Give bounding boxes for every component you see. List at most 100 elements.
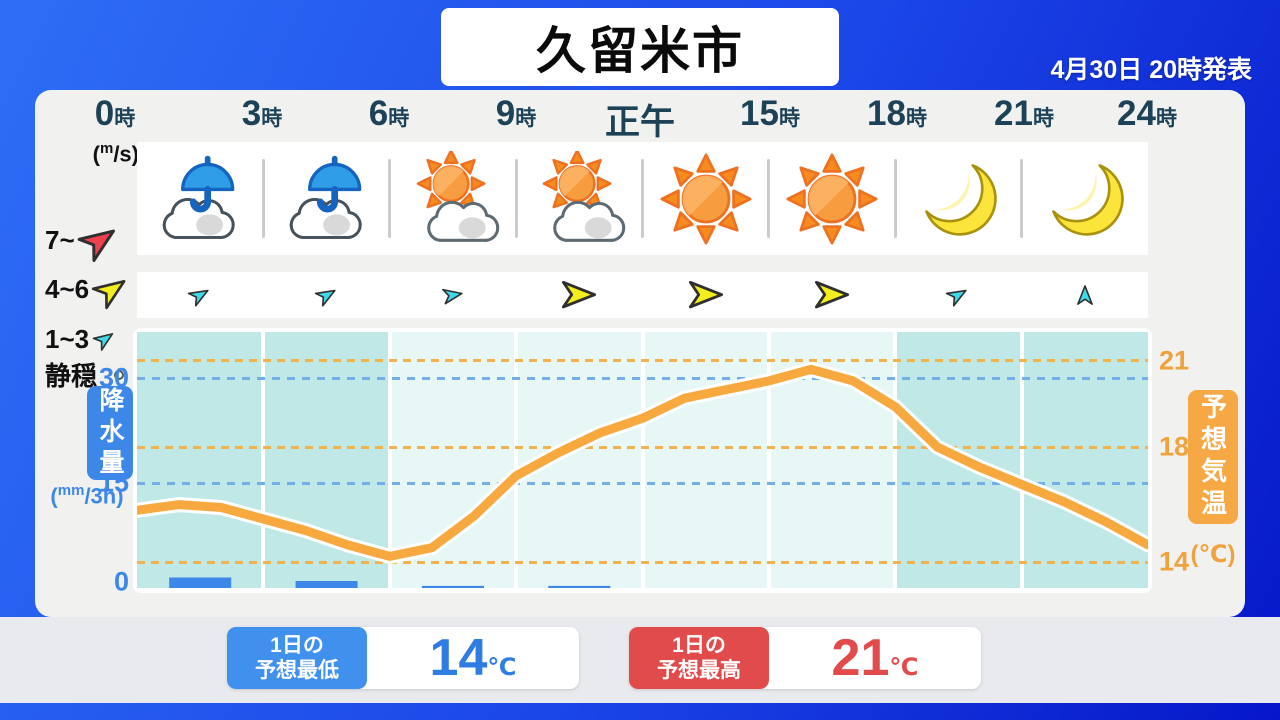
chart-canvas (137, 361, 1148, 588)
time-label-3: 3時 (241, 94, 283, 133)
time-gridline (1019, 332, 1024, 588)
sun-cloud-icon (543, 150, 626, 242)
weather-slot-12-15 (643, 142, 769, 255)
weather-slot-9-12 (516, 142, 642, 255)
wind-arrow-row (137, 272, 1148, 318)
umbrella-icon (307, 155, 361, 212)
wind-slot-3-6 (263, 272, 389, 318)
city-title-box: 久留米市 (441, 8, 839, 86)
wind-slot-0-3 (137, 272, 263, 318)
sunny-icon (786, 152, 878, 245)
wind-arrow-icon (441, 288, 463, 305)
time-axis: 0時 3時 6時 9時 正午 15時 18時 21時 24時 (35, 94, 1245, 142)
time-label-15: 15時 (740, 94, 800, 133)
temperature-line (137, 364, 1148, 561)
temp-axis-badge: 予想気温 (1188, 390, 1238, 524)
forecast-panel: 0時 3時 6時 9時 正午 15時 18時 21時 24時 (m/s) 7~ 4~6 1~3 … (35, 90, 1245, 617)
slot-divider (388, 158, 392, 239)
wind-arrow-icon (562, 281, 597, 309)
wind-legend-row-moderate: 4~6 (45, 274, 130, 309)
weather-slot-0-3 (137, 142, 263, 255)
slot-divider (893, 158, 897, 239)
temp-tick-14: 14 (1159, 546, 1190, 577)
precip-bar (548, 585, 611, 588)
wind-slot-12-15 (643, 272, 769, 318)
temp-gridline-14 (137, 560, 1148, 564)
wind-arrow-icon (946, 289, 968, 307)
slot-divider (1020, 158, 1024, 239)
slot-divider (767, 158, 771, 239)
wind-arrow-icon (314, 289, 336, 307)
precip-gridline-30 (137, 376, 1148, 380)
time-label-18: 18時 (867, 94, 927, 133)
wind-arrow-icon (1076, 285, 1093, 305)
weather-icon-row (137, 142, 1148, 255)
time-label-正午: 正午 (604, 103, 676, 142)
time-label-6: 6時 (368, 94, 410, 133)
daily-min-label: 1日の 予想最低 (227, 627, 367, 689)
wind-slot-15-18 (769, 272, 895, 318)
precip-bar (169, 577, 232, 588)
slot-divider (514, 158, 518, 239)
temp-tick-18: 18 (1159, 431, 1190, 462)
slot-divider (641, 158, 644, 239)
wind-arrow-icon (92, 333, 114, 352)
temp-gridline-18 (137, 445, 1148, 449)
temp-gridline-21 (137, 359, 1148, 363)
time-label-9: 9時 (495, 94, 537, 133)
sunny-icon (660, 152, 752, 245)
time-gridline (261, 332, 266, 588)
forecast-chart (137, 332, 1148, 588)
weather-slot-21-24 (1022, 142, 1148, 255)
sun-cloud-icon (416, 150, 500, 242)
time-gridline (640, 332, 645, 588)
precip-tick-0: 0 (113, 566, 129, 597)
time-label-24: 24時 (1117, 94, 1177, 133)
moon-icon (925, 163, 998, 236)
announcement-time: 4月30日 20時発表 (1050, 56, 1252, 84)
weather-slot-15-18 (769, 142, 895, 255)
time-label-0: 0時 (94, 94, 136, 133)
chart-frame (133, 328, 1152, 593)
weather-slot-6-9 (390, 142, 516, 255)
time-label-21: 21時 (994, 94, 1054, 133)
wind-legend-row-light: 1~3 (45, 324, 116, 355)
weather-slot-18-21 (895, 142, 1021, 255)
precip-axis-badge: 降水量 (87, 386, 133, 480)
precip-gridline-15 (137, 481, 1148, 485)
daily-max-card: 1日の 予想最高 21℃ (629, 627, 981, 689)
precip-axis-unit: (mm/3h) (50, 482, 124, 509)
wind-slot-21-24 (1022, 272, 1148, 318)
calm-circle-icon (114, 369, 125, 380)
wind-legend-label: 1~3 (45, 324, 90, 354)
temp-axis-unit: (℃) (1190, 541, 1236, 568)
wind-legend-label: 4~6 (45, 274, 90, 304)
wind-unit-label: (m/s) (92, 140, 139, 167)
time-gridline (893, 332, 898, 588)
summary-footer: 1日の 予想最低 14℃ 1日の 予想最高 21℃ (0, 617, 1280, 703)
rain-cloud-icon (163, 155, 235, 239)
slot-divider (261, 158, 265, 239)
time-gridline (766, 332, 771, 588)
precip-bar (421, 585, 484, 588)
time-gridline (514, 332, 519, 588)
weather-slot-3-6 (263, 142, 389, 255)
umbrella-icon (181, 155, 235, 212)
wind-legend-label: 静穏 (45, 361, 98, 391)
wind-arrow-icon (77, 229, 115, 262)
daily-min-card: 1日の 予想最低 14℃ (227, 627, 579, 689)
daily-min-value: 14℃ (429, 629, 517, 687)
daily-max-value: 21℃ (831, 629, 919, 687)
wind-slot-18-21 (895, 272, 1021, 318)
wind-arrow-icon (688, 281, 723, 309)
wind-legend-row-strong: 7~ (45, 224, 120, 262)
wind-legend-row-calm: 静穏 (45, 356, 125, 393)
rain-cloud-icon (289, 155, 362, 239)
time-gridline (387, 332, 392, 588)
city-title: 久留米市 (536, 23, 744, 79)
daily-max-label: 1日の 予想最高 (629, 627, 769, 689)
wind-legend-label: 7~ (45, 224, 75, 255)
wind-arrow-icon (815, 281, 850, 309)
wind-arrow-icon (91, 279, 126, 309)
precip-bar (295, 581, 358, 588)
